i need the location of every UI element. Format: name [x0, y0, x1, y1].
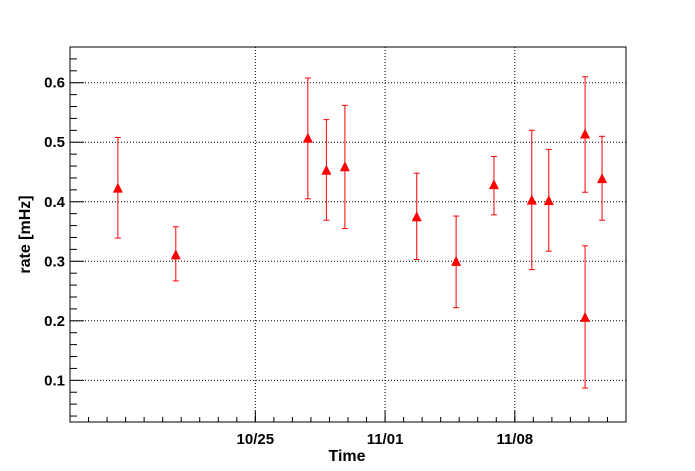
y-tick-label: 0.4	[44, 194, 66, 211]
y-tick-label: 0.3	[44, 253, 65, 270]
y-tick-label: 0.6	[44, 75, 65, 92]
x-tick-label: 11/01	[367, 431, 404, 448]
triangle-marker	[302, 132, 313, 143]
triangle-marker	[170, 249, 181, 260]
triangle-marker	[451, 255, 462, 266]
triangle-marker	[321, 164, 332, 175]
data-point	[543, 148, 554, 252]
y-tick-label: 0.5	[44, 134, 65, 151]
tick-labels: 0.1 0.2 0.3 0.4 0.5 0.6 10/25 11/01 11/08	[44, 75, 533, 448]
triangle-marker	[339, 161, 350, 172]
triangle-marker	[580, 311, 591, 322]
data-point	[339, 104, 350, 230]
x-tick-label: 10/25	[237, 431, 275, 448]
x-tick-label: 11/08	[496, 431, 533, 448]
data-point	[321, 119, 332, 221]
data-point	[451, 215, 462, 309]
data-point	[488, 156, 499, 216]
axis-ticks	[70, 46, 608, 422]
triangle-marker	[488, 179, 499, 190]
y-axis-title: rate [mHz]	[17, 195, 34, 273]
data-points	[112, 76, 608, 389]
triangle-marker	[526, 194, 537, 205]
grid	[70, 47, 626, 422]
data-point	[302, 77, 313, 200]
y-tick-label: 0.2	[44, 313, 65, 330]
data-point	[411, 172, 422, 260]
triangle-marker	[112, 182, 123, 193]
triangle-marker	[580, 128, 591, 139]
plot-frame	[69, 46, 627, 423]
data-point	[112, 136, 123, 239]
data-point	[597, 135, 608, 221]
x-axis-title: Time	[328, 448, 365, 465]
data-point	[526, 129, 537, 271]
data-point	[580, 76, 591, 193]
data-point	[580, 245, 591, 389]
triangle-marker	[411, 211, 422, 222]
y-tick-label: 0.1	[44, 372, 65, 389]
triangle-marker	[543, 195, 554, 206]
data-point	[170, 226, 181, 282]
triangle-marker	[597, 173, 608, 184]
